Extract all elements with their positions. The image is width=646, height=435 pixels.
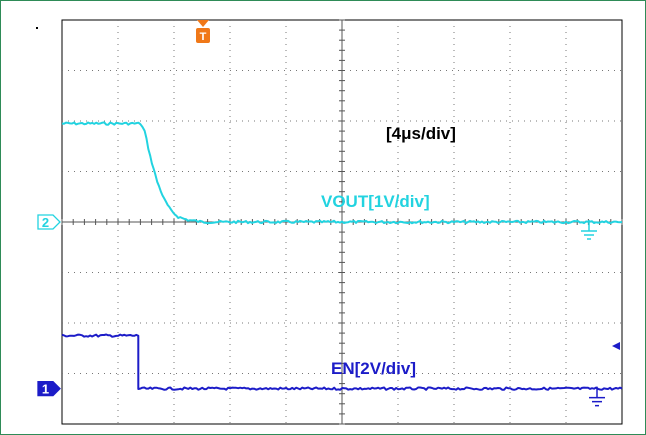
- svg-text:T: T: [200, 31, 207, 43]
- svg-text:2: 2: [42, 215, 49, 230]
- channel-1-marker: 1: [37, 381, 61, 397]
- trace-en: [61, 333, 623, 391]
- channel-2-marker: 2: [37, 214, 61, 230]
- ground-icon: [589, 386, 605, 407]
- markers: 2 1 T: [36, 20, 620, 407]
- trigger-position-icon: T: [196, 20, 210, 43]
- trigger-level-arrow-icon: [612, 342, 620, 350]
- ground-icon: [581, 220, 597, 240]
- vout-label: VOUT[1V/div]: [321, 192, 430, 211]
- svg-text:1: 1: [42, 382, 49, 397]
- trace-vout: [61, 121, 623, 225]
- traces: [61, 121, 623, 391]
- en-label: EN[2V/div]: [331, 359, 417, 378]
- timebase-label: [4μs/div]: [386, 124, 456, 143]
